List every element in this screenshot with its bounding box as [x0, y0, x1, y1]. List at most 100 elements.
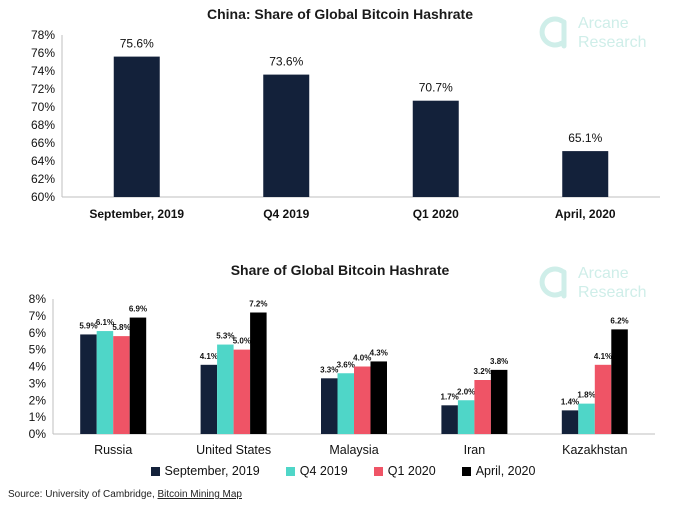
- bar: [80, 334, 97, 434]
- data-label: 65.1%: [568, 131, 602, 145]
- logo-text-line1: Arcane: [578, 15, 629, 32]
- bar: [490, 369, 508, 434]
- data-label: 5.8%: [112, 323, 130, 332]
- bar: [441, 405, 458, 434]
- data-label: 6.9%: [129, 305, 147, 314]
- bar: [250, 312, 267, 434]
- x-tick-label: September, 2019: [89, 207, 184, 221]
- legend-label: April, 2020: [475, 464, 536, 478]
- data-label: 5.0%: [233, 337, 251, 346]
- x-tick-label: Malaysia: [329, 443, 378, 457]
- legend-item: Q1 2020: [373, 464, 436, 478]
- x-tick-label: Q1 2020: [413, 207, 459, 221]
- legend-label: Q1 2020: [387, 464, 436, 478]
- arcane-research-logo: Arcane Research: [532, 262, 662, 307]
- bar: [129, 317, 147, 434]
- y-tick-label: 3%: [29, 376, 47, 390]
- bar: [200, 364, 218, 434]
- y-tick-label: 0%: [29, 427, 47, 441]
- data-label: 70.7%: [419, 81, 453, 95]
- legend-swatch: [461, 466, 471, 476]
- data-label: 3.6%: [337, 360, 355, 369]
- bar: [354, 366, 371, 434]
- y-tick-label: 2%: [29, 393, 47, 407]
- y-tick-label: 78%: [31, 28, 55, 42]
- y-tick-label: 66%: [31, 136, 55, 150]
- x-tick-label: Kazakhstan: [562, 443, 627, 457]
- data-label: 2.0%: [457, 387, 475, 396]
- legend-swatch: [373, 466, 383, 476]
- bar: [321, 378, 338, 434]
- bar: [370, 361, 387, 434]
- data-label: 3.8%: [490, 357, 508, 366]
- bar: [233, 349, 251, 434]
- arcane-research-logo: Arcane Research: [532, 12, 662, 57]
- y-tick-label: 68%: [31, 118, 55, 132]
- y-tick-label: 70%: [31, 100, 55, 114]
- legend-swatch: [285, 466, 295, 476]
- y-tick-label: 60%: [31, 190, 55, 204]
- y-tick-label: 1%: [29, 410, 47, 424]
- arcane-logo-icon: Arcane Research: [539, 265, 646, 301]
- y-tick-label: 4%: [29, 360, 47, 374]
- y-tick-label: 5%: [29, 343, 47, 357]
- x-tick-label: Q4 2019: [263, 207, 309, 221]
- y-tick-label: 62%: [31, 172, 55, 186]
- bar: [594, 364, 612, 434]
- bar: [578, 403, 595, 434]
- data-label: 4.1%: [200, 352, 218, 361]
- x-tick-label: United States: [196, 443, 271, 457]
- y-tick-label: 74%: [31, 64, 55, 78]
- bar: [217, 344, 234, 434]
- china-hashrate-chart: 60% 62% 64% 66% 68% 70% 72% 74% 76% 78% 75.6% Septe…: [31, 28, 660, 221]
- legend-item: April, 2020: [461, 464, 536, 478]
- logo-text-line1: Arcane: [578, 265, 629, 282]
- chart2-title: Share of Global Bitcoin Hashrate: [230, 262, 450, 278]
- legend-label: Q4 2019: [299, 464, 348, 478]
- data-label: 73.6%: [269, 55, 303, 69]
- bar: [412, 100, 459, 197]
- source-note: Source: University of Cambridge, Bitcoin…: [8, 489, 242, 500]
- y-tick-label: 76%: [31, 46, 55, 60]
- data-label: 75.6%: [120, 37, 154, 51]
- data-label: 1.4%: [561, 397, 579, 406]
- data-label: 4.1%: [594, 352, 612, 361]
- y-tick-label: 64%: [31, 154, 55, 168]
- source-link[interactable]: Bitcoin Mining Map: [157, 489, 242, 500]
- logo-text-line2: Research: [578, 34, 646, 51]
- arcane-logo-icon: Arcane Research: [539, 15, 646, 51]
- x-tick-label: Iran: [464, 443, 486, 457]
- y-tick-label: 8%: [29, 292, 47, 306]
- bar: [562, 151, 609, 197]
- data-label: 3.3%: [320, 365, 338, 374]
- data-label: 5.9%: [79, 321, 97, 330]
- x-tick-label: April, 2020: [555, 207, 616, 221]
- source-prefix: Source: University of Cambridge,: [8, 489, 158, 500]
- data-label: 3.2%: [474, 367, 492, 376]
- bar: [96, 331, 114, 434]
- chart2-legend: September, 2019 Q4 2019 Q1 2020 April, 2020: [0, 464, 680, 478]
- legend-label: September, 2019: [164, 464, 260, 478]
- legend-swatch: [150, 466, 160, 476]
- x-tick-label: Russia: [94, 443, 132, 457]
- bar: [337, 373, 354, 434]
- bar: [611, 329, 628, 434]
- data-label: 1.7%: [441, 392, 459, 401]
- y-tick-label: 6%: [29, 326, 47, 340]
- data-label: 6.1%: [96, 318, 114, 327]
- bar: [113, 336, 130, 434]
- data-label: 5.3%: [216, 332, 234, 341]
- data-label: 4.3%: [370, 348, 388, 357]
- legend-item: Q4 2019: [285, 464, 348, 478]
- bar: [263, 74, 310, 197]
- legend-item: September, 2019: [150, 464, 260, 478]
- data-label: 1.8%: [577, 391, 595, 400]
- data-label: 6.2%: [610, 316, 628, 325]
- chart1-title: China: Share of Global Bitcoin Hashrate: [206, 6, 474, 22]
- bar: [113, 56, 160, 197]
- y-tick-label: 7%: [29, 309, 47, 323]
- country-hashrate-chart: 0% 1% 2% 3% 4% 5% 6% 7% 8% 5.9%6.1%5.8% 6.9% Russia…: [29, 292, 655, 457]
- bar: [474, 380, 491, 434]
- logo-text-line2: Research: [578, 284, 646, 301]
- logo-arc: [539, 266, 565, 298]
